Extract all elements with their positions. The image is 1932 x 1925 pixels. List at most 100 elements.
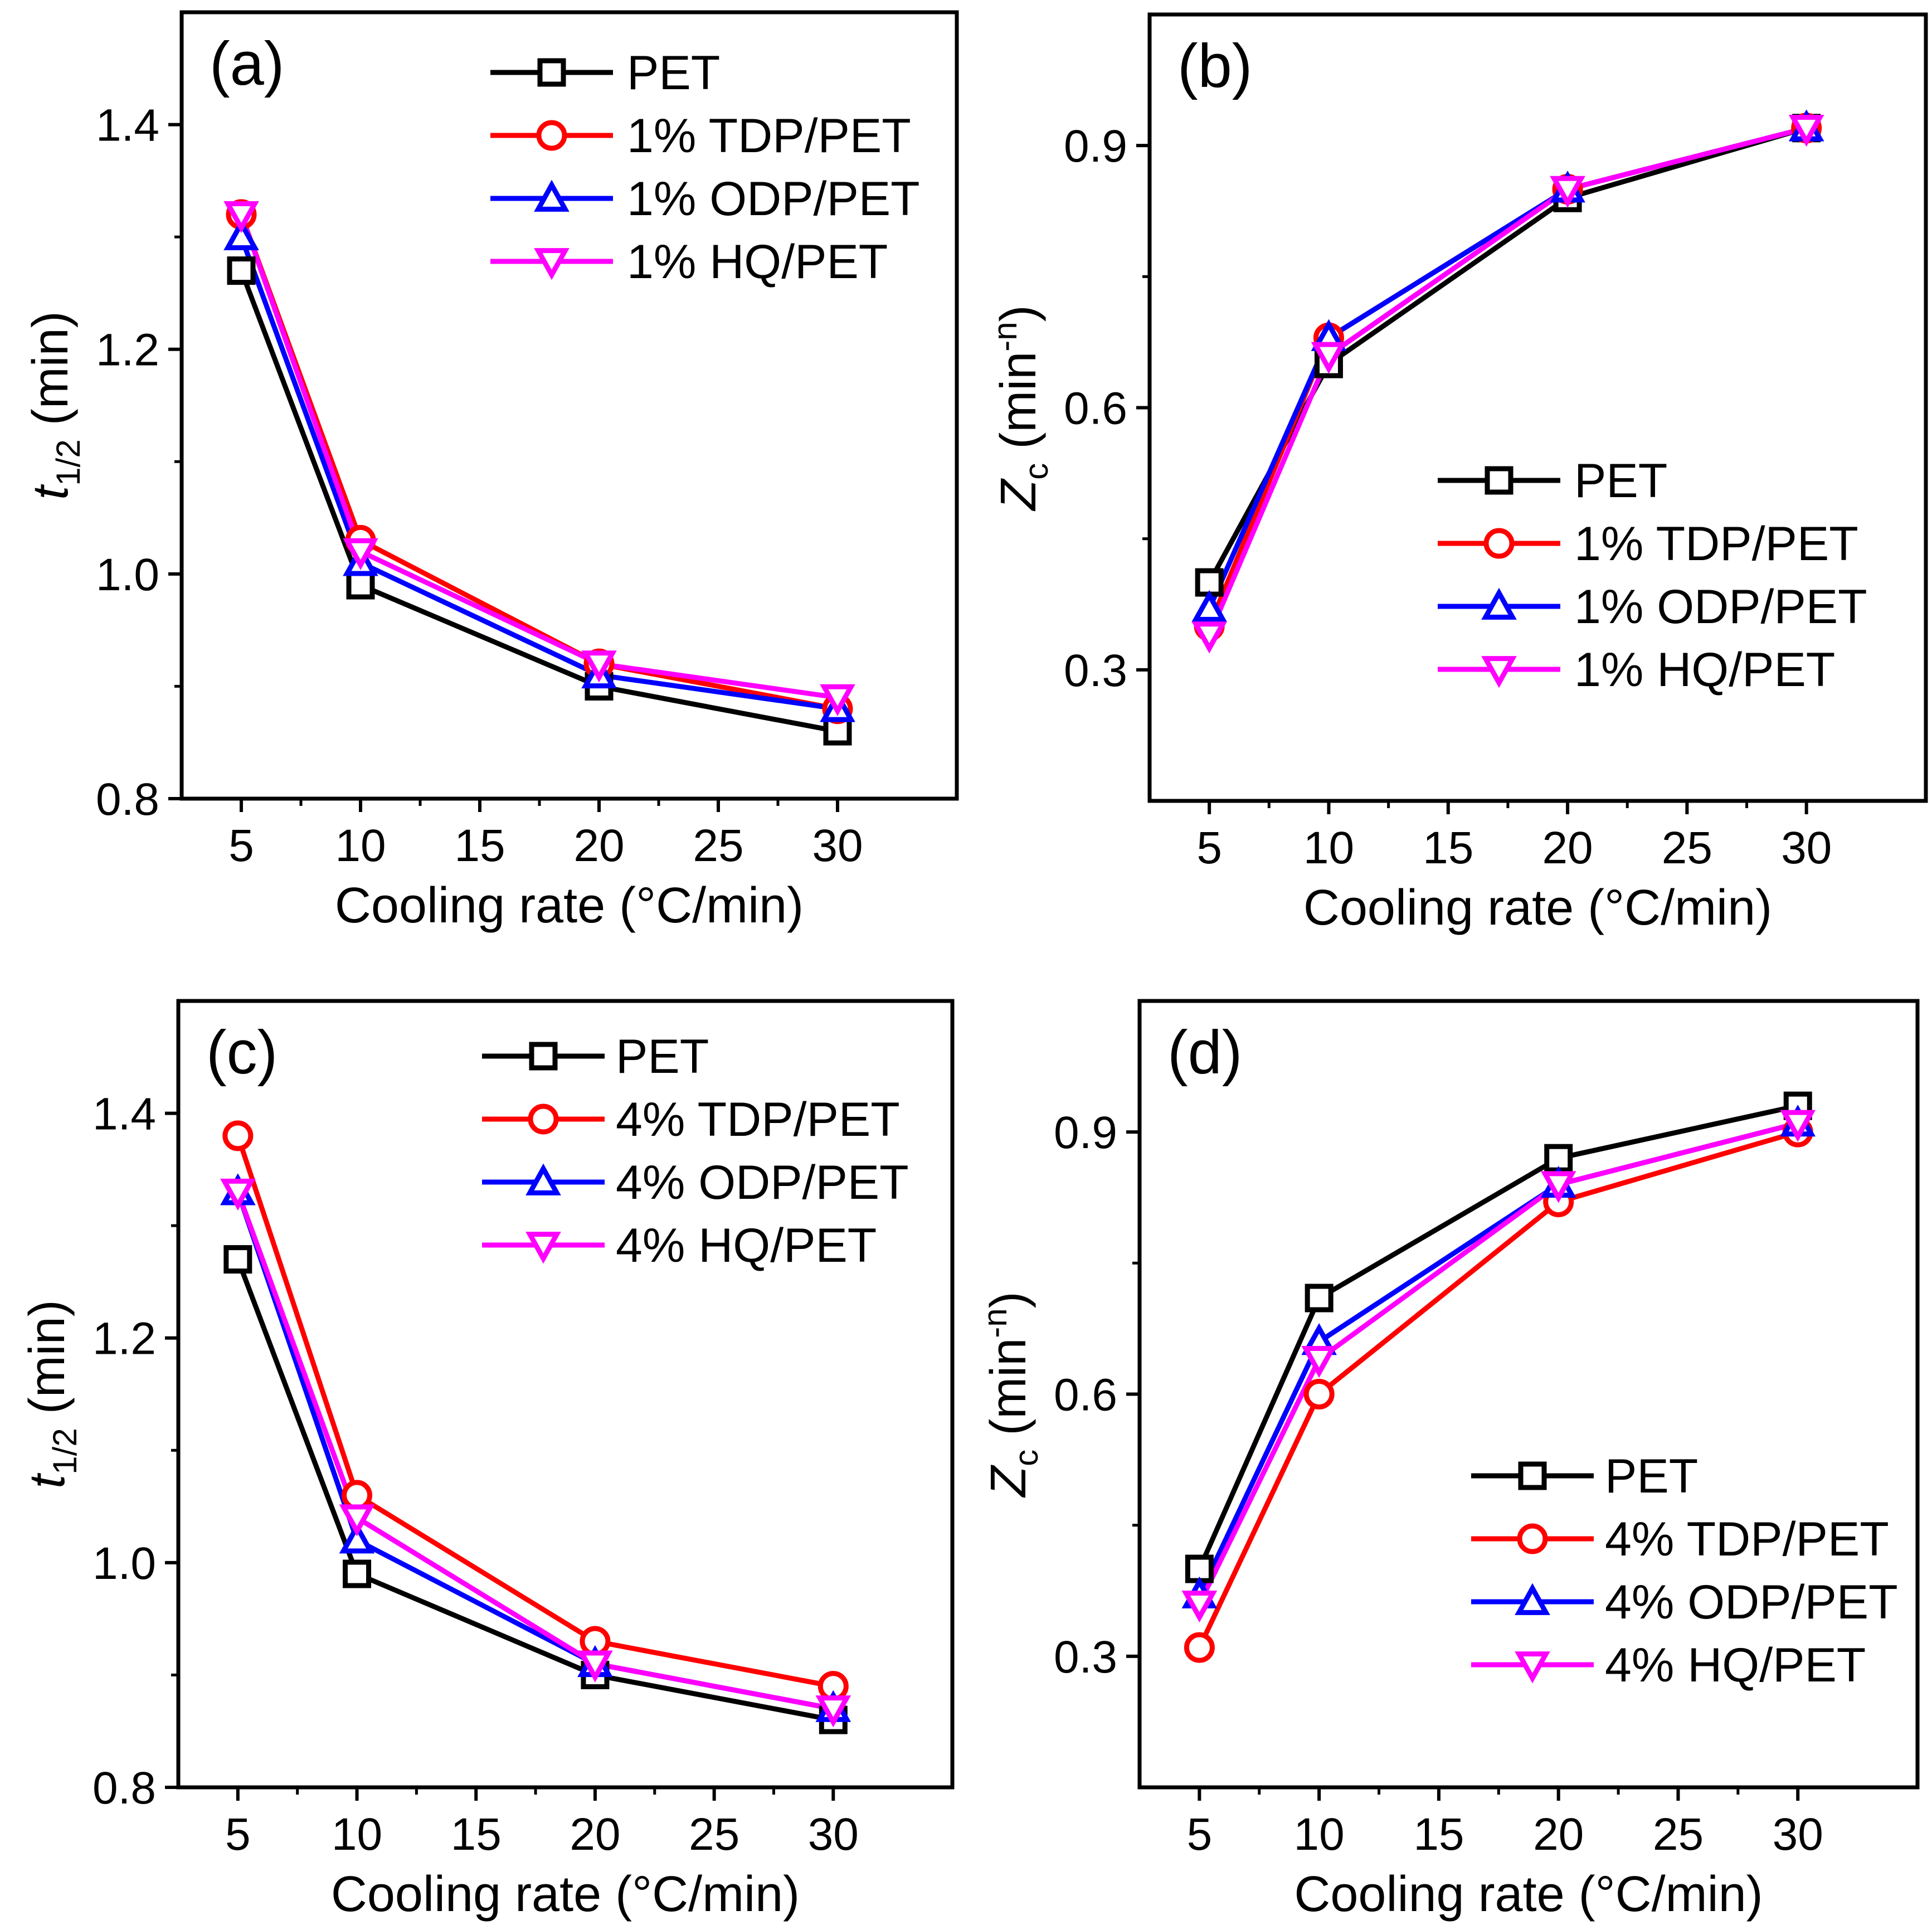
y-label-unit: (min [981, 1338, 1036, 1450]
data-point [346, 571, 375, 600]
series-line [1197, 1121, 1799, 1605]
legend-label: 4% HQ/PET [1605, 1639, 1866, 1692]
plot-frame [176, 999, 955, 1790]
x-tick-label: 20 [1542, 823, 1593, 873]
x-tick-label: 25 [689, 1809, 739, 1860]
legend-marker [525, 1232, 561, 1264]
legend-marker [534, 248, 570, 280]
x-tick-label: 5 [1196, 823, 1222, 873]
x-tick-label: 5 [225, 1809, 251, 1860]
data-point [227, 256, 256, 285]
y-tick-label: 0.9 [1064, 121, 1127, 172]
y-label-superscript: -n [976, 1308, 1014, 1338]
y-label-symbol: t [23, 484, 79, 500]
legend-marker [1515, 1583, 1550, 1615]
y-label-close: ) [991, 305, 1047, 322]
x-axis-label: Cooling rate (°C/min) [1303, 880, 1772, 936]
y-tick-label: 1.2 [93, 1314, 156, 1364]
chart-panel-a: 5 10 15 20 25 30 0.8 1.0 1.2 1.4 Cooling rate (°C/… [23, 10, 959, 934]
y-tick-label: 0.8 [93, 1763, 156, 1814]
legend-label: 1% HQ/PET [1574, 643, 1835, 697]
y-label-symbol: Z [981, 1465, 1036, 1498]
data-point [223, 218, 259, 250]
x-tick-label: 25 [693, 820, 743, 871]
y-tick-label: 0.8 [96, 774, 159, 825]
legend-marker [1515, 1651, 1550, 1684]
x-tick-label: 10 [332, 1809, 382, 1860]
chart-panel-d: 5 10 15 20 25 30 0.3 0.6 0.9 Cooling rate (°C/min… [976, 999, 1920, 1922]
data-point [223, 1245, 252, 1274]
legend-marker [1485, 466, 1514, 495]
data-point [222, 1120, 254, 1151]
series-line [235, 1135, 834, 1689]
legend-label: 4% TDP/PET [616, 1093, 900, 1146]
data-point [1301, 1345, 1337, 1378]
data-point [577, 1650, 613, 1683]
panel-label: (a) [210, 30, 284, 98]
x-axis-label: Cooling rate (°C/min) [331, 1866, 800, 1922]
legend-label: 4% HQ/PET [616, 1219, 877, 1272]
x-tick-label: 5 [1187, 1809, 1213, 1860]
y-label-subscript: c [1008, 1450, 1045, 1466]
chart-panel-b: 5 10 15 20 25 30 0.3 0.6 0.9 Cooling rate (°C/min… [986, 12, 1928, 936]
x-tick-label: 30 [1781, 823, 1832, 873]
legend: PET 4% TDP/PET 4% ODP/PET 4% HQ/PET [1471, 1450, 1898, 1692]
legend-label: 4% ODP/PET [1605, 1576, 1898, 1629]
y-label-symbol: Z [991, 478, 1047, 512]
x-tick-label: 30 [1773, 1809, 1823, 1860]
plot-frame [179, 10, 959, 801]
y-label-unit: (min) [20, 1300, 75, 1428]
legend: PET 4% TDP/PET 4% ODP/PET 4% HQ/PET [482, 1030, 909, 1272]
legend-label: 1% TDP/PET [1574, 517, 1858, 571]
data-point [223, 201, 259, 234]
y-tick-label: 0.6 [1064, 383, 1127, 434]
y-axis-label: t1/2 (min) [20, 1300, 84, 1488]
x-tick-label: 30 [812, 820, 863, 871]
legend-marker [1483, 528, 1515, 559]
legend-label: PET [1574, 454, 1667, 508]
legend-marker [525, 1163, 561, 1195]
x-tick-label: 15 [1413, 1809, 1464, 1860]
series-line [1197, 1129, 1799, 1649]
legend-label: 4% ODP/PET [616, 1156, 909, 1209]
x-tick-label: 10 [1303, 823, 1354, 873]
x-tick-label: 15 [1423, 823, 1473, 873]
legend: PET 1% TDP/PET 1% ODP/PET 1% HQ/PET [490, 46, 920, 289]
series-line [235, 1258, 834, 1723]
y-label-subscript: 1/2 [46, 1428, 84, 1474]
data-point [220, 1178, 256, 1211]
series-line [1207, 125, 1807, 636]
x-tick-label: 5 [228, 820, 254, 871]
data-point [343, 538, 378, 570]
panel-label: (b) [1177, 32, 1252, 100]
legend-label: 4% TDP/PET [1605, 1513, 1889, 1566]
legend-marker [1481, 587, 1517, 620]
data-point [1780, 1110, 1816, 1142]
y-label-subscript: c [1018, 463, 1055, 480]
y-tick-label: 1.0 [96, 550, 159, 600]
legend-marker [529, 1042, 558, 1071]
data-point [1305, 1284, 1334, 1312]
y-axis-label: t1/2 (min) [23, 311, 87, 499]
y-tick-label: 1.4 [93, 1089, 156, 1140]
data-point [815, 1695, 851, 1728]
data-point [339, 1521, 375, 1554]
legend-label: PET [616, 1030, 709, 1083]
y-axis-label: Zc (min-n) [986, 305, 1055, 511]
data-point [1184, 1632, 1215, 1663]
data-point [1788, 114, 1824, 147]
x-tick-label: 20 [1533, 1809, 1584, 1860]
data-point [820, 684, 855, 717]
data-point [1311, 342, 1347, 374]
data-point [342, 1480, 373, 1511]
legend-marker [1481, 656, 1517, 688]
series-line [1207, 125, 1807, 584]
y-tick-label: 1.0 [93, 1538, 156, 1589]
series-line [1197, 1103, 1799, 1570]
series-line [239, 270, 838, 734]
series-line [239, 236, 838, 712]
data-point [1303, 1379, 1335, 1409]
x-axis-label: Cooling rate (°C/min) [1294, 1866, 1763, 1922]
x-tick-label: 10 [335, 820, 386, 871]
